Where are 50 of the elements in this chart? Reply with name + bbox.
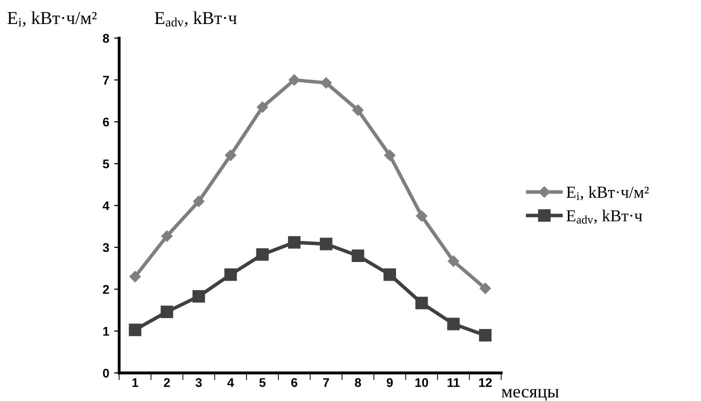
point	[256, 102, 268, 113]
point	[384, 268, 396, 281]
legend-label: E$_{i}$, kВт·ч/м²	[566, 186, 649, 200]
x-tick-label: 6	[291, 378, 298, 387]
x-tick-label: 3	[196, 378, 202, 387]
y-tick-label: 8	[102, 34, 110, 43]
y-tick-label: 4	[102, 201, 110, 210]
y-tick-label: 3	[102, 243, 109, 252]
point	[256, 248, 269, 261]
point	[479, 329, 492, 342]
point	[160, 306, 174, 318]
x-tick-label: 8	[354, 378, 362, 387]
y-tick-label: 2	[102, 285, 109, 294]
point	[415, 296, 428, 310]
point	[480, 282, 491, 294]
x-axis-title: месяцы	[502, 388, 559, 401]
x-tick-label: 5	[259, 378, 266, 387]
point	[193, 196, 204, 207]
x-tick-label: 1	[132, 378, 138, 387]
y-axis-title: E$_{i}$, kВт·ч/м²	[8, 11, 97, 27]
point	[224, 268, 237, 281]
y-tick-label: 1	[103, 327, 110, 336]
point	[129, 271, 141, 282]
point	[161, 230, 173, 242]
x-tick-label: 11	[448, 378, 460, 387]
point	[447, 318, 460, 330]
x-tick-label: 9	[386, 378, 393, 387]
point	[288, 74, 300, 86]
x-tick-label: 10	[415, 378, 428, 387]
x-tick-label: 7	[323, 378, 330, 387]
point	[192, 290, 206, 303]
point	[128, 324, 142, 336]
x-tick-label: 4	[227, 378, 234, 387]
point	[352, 104, 364, 116]
point	[352, 249, 364, 262]
point	[224, 150, 236, 161]
point	[320, 77, 332, 88]
y-tick-label: 6	[102, 118, 109, 126]
text: E$_{adv}$, kВт·ч	[154, 11, 237, 27]
point	[288, 236, 301, 249]
point	[416, 210, 428, 222]
y-tick-label: 7	[103, 76, 109, 84]
x-tick-label: 12	[479, 378, 492, 387]
y-tick-label: 5	[102, 160, 110, 168]
legend-label: E$_{adv}$, kВт·ч	[566, 210, 642, 224]
point	[448, 256, 460, 267]
point	[384, 150, 396, 161]
point	[320, 238, 332, 250]
y-tick-label: 0	[102, 368, 109, 378]
x-tick-label: 2	[164, 378, 170, 387]
